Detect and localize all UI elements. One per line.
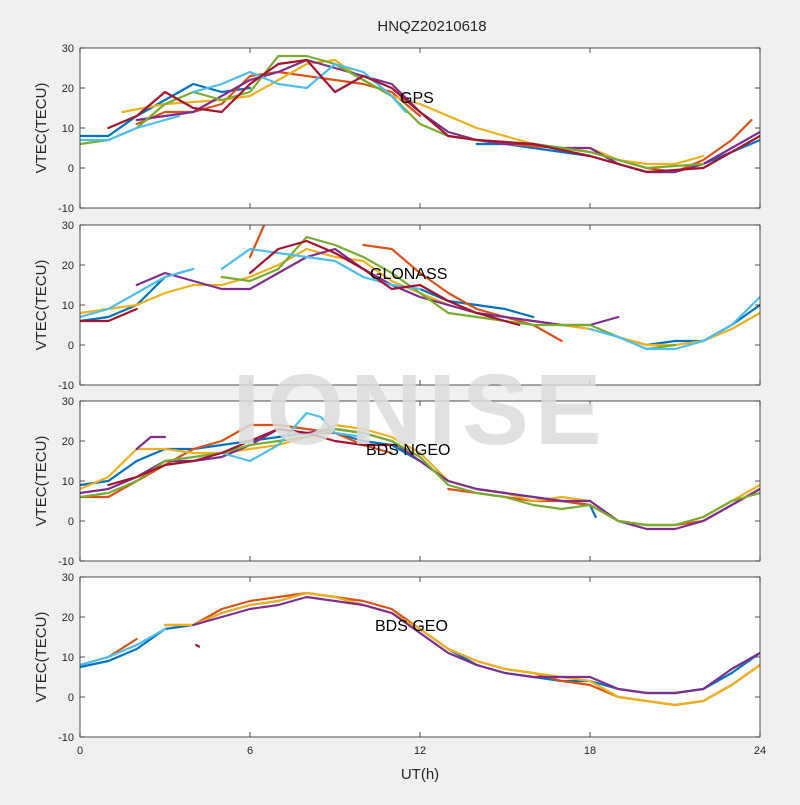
y-axis-label: VTEC(TECU) bbox=[33, 260, 50, 351]
series-line bbox=[220, 411, 365, 463]
x-tick-label: 6 bbox=[247, 745, 253, 757]
y-tick-label: 30 bbox=[62, 220, 74, 232]
watermark-logo: IONISE bbox=[233, 354, 608, 466]
series-line bbox=[192, 62, 407, 114]
plot-area bbox=[80, 577, 760, 737]
panel-label: GPS bbox=[400, 90, 434, 107]
y-tick-label: 10 bbox=[62, 300, 74, 312]
x-axis-label: UT(h) bbox=[401, 766, 439, 783]
series-line bbox=[588, 295, 760, 351]
y-axis-label: VTEC(TECU) bbox=[33, 436, 50, 527]
x-tick-label: 24 bbox=[754, 745, 766, 757]
series-line bbox=[248, 239, 521, 327]
series-line bbox=[80, 82, 252, 138]
series-group bbox=[80, 225, 760, 351]
y-tick-label: 0 bbox=[68, 516, 74, 528]
series-line bbox=[135, 435, 167, 451]
series-line bbox=[163, 591, 760, 707]
y-tick-label: 20 bbox=[62, 260, 74, 272]
plot-area bbox=[80, 48, 760, 208]
y-tick-label: 20 bbox=[62, 83, 74, 95]
y-tick-label: 10 bbox=[62, 652, 74, 664]
series-line bbox=[80, 307, 138, 323]
y-tick-label: -10 bbox=[58, 380, 74, 392]
y-tick-label: -10 bbox=[58, 732, 74, 744]
y-tick-label: 10 bbox=[62, 123, 74, 135]
series-line bbox=[107, 427, 393, 487]
panel-gps: -10 0 10 20 30 VTEC(TECU) GPS bbox=[33, 43, 761, 215]
series-line bbox=[248, 225, 266, 259]
y-tick-label: 20 bbox=[62, 436, 74, 448]
y-tick-label: 10 bbox=[62, 476, 74, 488]
series-group bbox=[80, 54, 760, 174]
series-line bbox=[80, 427, 760, 527]
x-tick-label: 18 bbox=[584, 745, 596, 757]
y-tick-label: -10 bbox=[58, 556, 74, 568]
y-tick-label: 30 bbox=[62, 43, 74, 55]
y-tick-label: 20 bbox=[62, 612, 74, 624]
y-tick-label: 0 bbox=[68, 692, 74, 704]
series-line bbox=[418, 287, 535, 319]
x-tick-label: 12 bbox=[414, 745, 426, 757]
plot-area bbox=[80, 401, 760, 561]
x-tick-label: 0 bbox=[77, 745, 83, 757]
y-tick-label: -10 bbox=[58, 203, 74, 215]
y-tick-label: 0 bbox=[68, 163, 74, 175]
panel-glonass: -10 0 10 20 30 VTEC(TECU) GLONASS bbox=[33, 220, 761, 392]
panel-label: BDS GEO bbox=[375, 618, 448, 635]
panel-bds-ngeo: -10 0 10 20 30 VTEC(TECU) BDS NGEO bbox=[33, 396, 761, 568]
chart-title: HNQZ20210618 bbox=[377, 18, 486, 35]
series-line bbox=[195, 643, 201, 648]
plot-area bbox=[80, 225, 760, 385]
series-line bbox=[362, 243, 563, 343]
y-axis-label: VTEC(TECU) bbox=[33, 83, 50, 174]
series-line bbox=[80, 627, 167, 667]
series-line bbox=[192, 595, 760, 695]
series-line bbox=[220, 235, 677, 351]
series-line bbox=[220, 247, 422, 291]
series-line bbox=[80, 114, 181, 142]
series-group bbox=[80, 591, 760, 707]
panel-label: BDS NGEO bbox=[366, 442, 450, 459]
y-tick-label: 0 bbox=[68, 340, 74, 352]
y-tick-label: 30 bbox=[62, 572, 74, 584]
series-line bbox=[107, 58, 760, 174]
series-line bbox=[80, 267, 195, 319]
panel-label: GLONASS bbox=[370, 266, 447, 283]
series-group bbox=[80, 411, 760, 531]
series-line bbox=[135, 247, 620, 327]
y-tick-label: 30 bbox=[62, 396, 74, 408]
y-axis-label: VTEC(TECU) bbox=[33, 612, 50, 703]
